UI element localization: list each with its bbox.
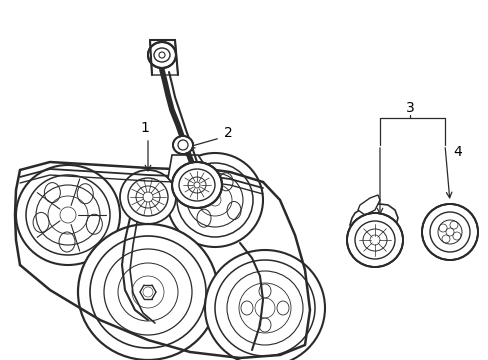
Ellipse shape [128, 178, 168, 216]
Ellipse shape [215, 260, 314, 356]
Ellipse shape [118, 263, 178, 321]
Ellipse shape [346, 213, 402, 267]
Ellipse shape [173, 136, 193, 154]
Ellipse shape [48, 196, 88, 234]
Ellipse shape [104, 249, 192, 335]
Ellipse shape [60, 207, 76, 223]
Ellipse shape [208, 194, 221, 206]
Ellipse shape [167, 153, 263, 247]
Text: 1: 1 [140, 121, 149, 135]
Ellipse shape [120, 170, 176, 224]
Ellipse shape [421, 204, 477, 260]
Ellipse shape [177, 163, 252, 237]
Ellipse shape [142, 287, 153, 297]
Ellipse shape [204, 250, 325, 360]
Polygon shape [357, 195, 379, 215]
Ellipse shape [226, 271, 303, 345]
Ellipse shape [36, 185, 100, 245]
Polygon shape [150, 40, 178, 75]
Ellipse shape [136, 186, 160, 208]
Ellipse shape [172, 162, 222, 208]
Ellipse shape [90, 236, 205, 348]
Ellipse shape [254, 298, 274, 318]
Ellipse shape [26, 175, 110, 255]
Text: 2: 2 [223, 126, 232, 140]
Text: 3: 3 [405, 101, 413, 115]
Text: 4: 4 [453, 145, 462, 159]
Polygon shape [168, 155, 209, 192]
Ellipse shape [148, 42, 176, 68]
Ellipse shape [186, 173, 243, 227]
Ellipse shape [132, 276, 163, 308]
Ellipse shape [239, 283, 290, 333]
Ellipse shape [142, 192, 153, 202]
Ellipse shape [198, 184, 231, 216]
Polygon shape [349, 204, 397, 240]
Ellipse shape [78, 224, 218, 360]
Ellipse shape [16, 165, 120, 265]
